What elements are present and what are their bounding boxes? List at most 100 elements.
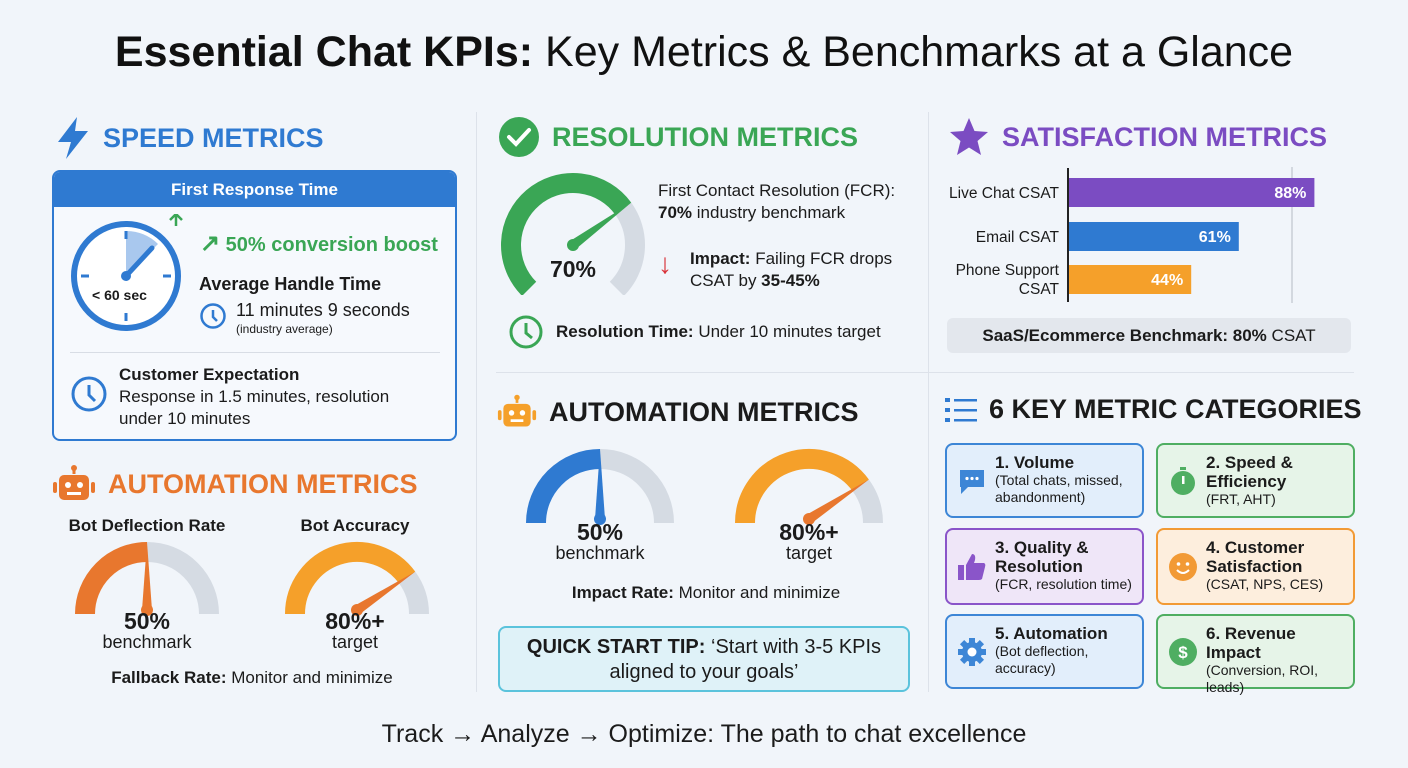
- csat-bar-chart: 88% Live Chat CSAT 61% Email CSAT 44% Phone S…: [949, 167, 1315, 303]
- bar-value-label: 44%: [1151, 272, 1183, 289]
- category-card: 1. Volume (Total chats, missed, abandonme…: [945, 443, 1144, 518]
- smiley-icon: [1169, 552, 1197, 581]
- gauge-track: [398, 571, 429, 615]
- gauge-value: 50%: [576, 519, 624, 545]
- category-desc: (Bot deflection, accuracy): [995, 643, 1089, 676]
- gauge-hub: [351, 604, 363, 616]
- aht-note: (industry average): [236, 322, 333, 336]
- gauge-track: [609, 202, 645, 295]
- automation-gauge-50: [526, 449, 674, 525]
- category-desc: (Conversion, ROI, leads): [1206, 662, 1319, 695]
- aht-value: 11 minutes 9 seconds: [236, 300, 410, 320]
- stopwatch-clock-icon: [71, 214, 183, 331]
- automation-gauge-80: [735, 449, 883, 525]
- card-title: First Response Time: [54, 172, 455, 207]
- page-title: Essential Chat KPIs: Key Metrics & Bench…: [114, 28, 1294, 76]
- aht-title: Average Handle Time: [199, 274, 382, 294]
- gauge-sub: target: [785, 543, 833, 563]
- gauge-hub: [594, 513, 606, 525]
- robot-icon: [53, 465, 95, 500]
- automation-left-header: AUTOMATION METRICS: [52, 465, 418, 503]
- gauge-title: Bot Accuracy: [300, 516, 410, 535]
- gauge-fill: [285, 542, 416, 615]
- gauge-value: 80%+: [779, 519, 839, 545]
- fcr-text: First Contact Resolution (FCR): 70% indus…: [658, 181, 896, 222]
- robot-icon: [497, 394, 537, 427]
- impact-text: Impact: Failing FCR drops CSAT by 35-45%: [690, 249, 893, 290]
- clock-label: < 60 sec: [92, 287, 147, 303]
- first-response-card: First Response Time < 60 sec ↗ 50% conve…: [52, 170, 457, 441]
- gauge-hub: [567, 239, 579, 251]
- category-card: $6. Revenue Impact (Conversion, ROI, lead…: [1156, 614, 1355, 695]
- gauge-fill: [526, 449, 601, 524]
- gauge-track: [852, 479, 883, 524]
- gauge-fill: [75, 542, 148, 615]
- list-icon: [945, 397, 977, 422]
- lightning-icon: [58, 117, 88, 159]
- gauge-track: [599, 449, 674, 524]
- bot-accuracy-gauge: [285, 542, 429, 616]
- bar-category-label: Email CSAT: [976, 229, 1060, 246]
- gauge-needle: [354, 571, 416, 615]
- automation-mid-header: AUTOMATION METRICS: [497, 394, 859, 430]
- gauge-value: 80%+: [325, 608, 385, 634]
- category-desc: (FRT, AHT): [1206, 491, 1276, 507]
- category-desc: (FCR, resolution time): [995, 576, 1132, 592]
- bar-category-label: Phone Support: [956, 262, 1060, 279]
- trend-up-icon: ↗: [200, 230, 221, 257]
- fcr-gauge-value: 70%: [549, 256, 597, 282]
- expectation-title: Customer Expectation: [119, 365, 300, 384]
- divider: [70, 352, 440, 353]
- gauge-needle: [595, 449, 605, 519]
- bar-value-label: 61%: [1199, 229, 1231, 246]
- bar-category-label: CSAT: [1019, 281, 1060, 298]
- saas-benchmark: SaaS/Ecommerce Benchmark: 80% CSAT: [947, 318, 1351, 353]
- gauge-needle: [806, 479, 869, 524]
- gauge-needle: [570, 202, 632, 250]
- clock-icon: [200, 303, 226, 329]
- check-circle-icon: [499, 117, 539, 157]
- chat-bubble-icon: [960, 469, 984, 494]
- gauge-hub: [803, 513, 815, 525]
- gauge-title: Bot Deflection Rate: [68, 516, 226, 535]
- thumbs-up-icon: [958, 553, 986, 580]
- category-title: 1. Volume: [995, 453, 1075, 472]
- impact-rate: Impact Rate: Monitor and minimize: [571, 583, 841, 602]
- fallback-rate: Fallback Rate: Monitor and minimize: [111, 668, 393, 687]
- svg-text:$: $: [1178, 643, 1188, 662]
- category-card: 3. Quality & Resolution (FCR, resolution …: [945, 528, 1144, 605]
- quick-start-tip: QUICK START TIP: ‘Start with 3-5 KPIs al…: [498, 626, 910, 692]
- category-title: 6. Revenue Impact: [1206, 624, 1296, 662]
- gear-icon: [958, 637, 986, 666]
- category-desc: (CSAT, NPS, CES): [1206, 576, 1324, 592]
- bar-category-label: Live Chat CSAT: [949, 185, 1060, 202]
- speed-header: SPEED METRICS: [55, 116, 324, 160]
- category-desc: (Total chats, missed, abandonment): [995, 472, 1123, 505]
- category-title: 5. Automation: [995, 624, 1108, 643]
- gauge-hub: [141, 604, 153, 616]
- clock-icon: [71, 376, 107, 412]
- dollar-icon: $: [1169, 637, 1197, 666]
- gauge-needle: [142, 542, 152, 610]
- divider: [476, 112, 477, 692]
- bar-value-label: 88%: [1274, 185, 1306, 202]
- divider: [928, 112, 929, 692]
- gauge-fill: [735, 449, 869, 524]
- clock-icon: [509, 315, 543, 349]
- category-title: 4. Customer Satisfaction: [1206, 538, 1305, 576]
- bar: [1068, 265, 1192, 294]
- gauge-sub: benchmark: [102, 632, 192, 652]
- expectation-text: Response in 1.5 minutes, resolution unde…: [119, 387, 390, 428]
- category-title: 3. Quality & Resolution: [995, 538, 1089, 576]
- star-icon: [950, 118, 988, 155]
- bar: [1068, 178, 1315, 207]
- stopwatch-icon: [1171, 466, 1195, 495]
- gauge-sub: benchmark: [555, 543, 645, 563]
- categories-header: 6 KEY METRIC CATEGORIES: [945, 394, 1362, 425]
- gauge-value: 50%: [123, 608, 171, 634]
- footer-tagline: Track → Analyze → Optimize: The path to …: [381, 720, 1027, 748]
- category-card: 4. Customer Satisfaction (CSAT, NPS, CES): [1156, 528, 1355, 605]
- divider: [496, 372, 1354, 373]
- gauge-track: [146, 542, 219, 615]
- arrow-down-icon: ↓: [658, 248, 672, 279]
